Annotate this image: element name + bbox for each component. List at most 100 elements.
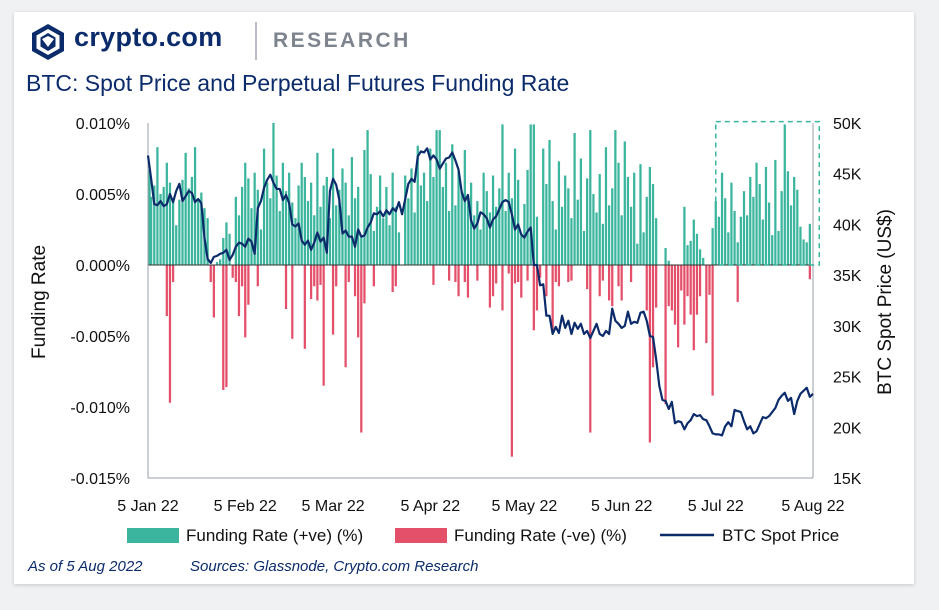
funding-bar-positive xyxy=(702,257,705,265)
funding-bar-positive xyxy=(338,189,341,265)
x-tick-label: 5 Aug 22 xyxy=(781,498,844,515)
funding-bar-positive xyxy=(165,162,168,265)
sources-note: Sources: Glassnode, Crypto.com Research xyxy=(190,558,479,575)
funding-bar-positive xyxy=(507,172,510,265)
bars-layer xyxy=(148,123,811,457)
funding-bar-positive xyxy=(783,124,786,265)
legend: Funding Rate (+ve) (%) Funding Rate (-ve… xyxy=(127,526,839,545)
funding-bar-negative xyxy=(736,265,739,302)
funding-bar-positive xyxy=(498,188,501,265)
funding-bar-positive xyxy=(247,178,250,265)
funding-bar-positive xyxy=(294,218,297,265)
section-label: RESEARCH xyxy=(273,29,411,52)
funding-bar-positive xyxy=(595,212,598,265)
funding-bar-positive xyxy=(479,229,482,265)
legend-label-price: BTC Spot Price xyxy=(722,526,839,545)
funding-bar-negative xyxy=(655,265,658,308)
funding-bar-negative xyxy=(353,265,357,297)
funding-bar-positive xyxy=(426,201,429,265)
funding-bar-positive xyxy=(366,130,369,265)
funding-bar-positive xyxy=(382,218,385,265)
funding-bar-negative xyxy=(629,265,633,283)
as-of-note: As of 5 Aug 2022 xyxy=(28,558,143,575)
funding-bar-negative xyxy=(344,265,347,368)
funding-bar-positive xyxy=(385,186,388,265)
y-left-tick-label: 0.000% xyxy=(76,258,130,275)
funding-bar-positive xyxy=(237,215,241,265)
funding-bar-negative xyxy=(335,265,338,287)
funding-bar-negative xyxy=(664,265,667,405)
y-right-tick-label: 50K xyxy=(833,116,862,133)
funding-bar-positive xyxy=(162,186,165,265)
funding-bar-negative xyxy=(538,265,542,278)
funding-bar-positive xyxy=(510,198,513,265)
funding-bar-positive xyxy=(542,148,545,265)
funding-bar-positive xyxy=(284,191,288,265)
funding-bar-positive xyxy=(388,225,391,265)
funding-bar-negative xyxy=(586,265,589,290)
funding-bar-positive xyxy=(683,206,686,265)
funding-bar-positive xyxy=(771,235,774,265)
funding-bar-positive xyxy=(363,149,366,265)
y-right-axis-label: BTC Spot Price (US$) xyxy=(875,209,896,395)
funding-bar-negative xyxy=(466,265,470,298)
funding-bar-positive xyxy=(375,206,379,265)
funding-bar-positive xyxy=(582,230,586,265)
legend-swatch-negative xyxy=(395,528,447,543)
x-tick-label: 5 Feb 22 xyxy=(214,498,277,515)
funding-bar-positive xyxy=(501,124,504,265)
funding-bar-positive xyxy=(579,158,583,265)
funding-bar-positive xyxy=(275,175,278,265)
funding-bar-negative xyxy=(488,265,492,308)
funding-bar-positive xyxy=(200,192,203,265)
funding-bar-positive xyxy=(422,172,426,265)
funding-bar-positive xyxy=(545,184,548,265)
funding-bar-positive xyxy=(322,185,325,265)
funding-bar-negative xyxy=(667,265,670,307)
funding-bar-positive xyxy=(438,130,441,265)
funding-bar-negative xyxy=(284,265,288,310)
x-tick-label: 5 Jan 22 xyxy=(117,498,178,515)
funding-bar-positive xyxy=(300,162,303,265)
funding-bar-positive xyxy=(551,201,554,265)
funding-bar-positive xyxy=(717,216,721,265)
chart: 0.010% 0.005% 0.000% -0.005% -0.010% -0.015% 5… xyxy=(29,116,896,545)
funding-bar-positive xyxy=(228,233,231,265)
funding-bar-positive xyxy=(557,161,561,265)
y-right-tick-label: 35K xyxy=(833,268,862,285)
funding-bar-negative xyxy=(711,265,714,396)
funding-bar-negative xyxy=(212,265,215,318)
funding-bar-positive xyxy=(309,182,313,265)
funding-bar-negative xyxy=(607,265,611,301)
funding-bar-positive xyxy=(799,226,802,265)
funding-bar-positive xyxy=(269,198,272,265)
funding-bar-positive xyxy=(592,194,595,265)
y-left-tick-label: -0.010% xyxy=(70,400,130,417)
funding-bar-positive xyxy=(350,157,354,265)
funding-bar-positive xyxy=(614,130,617,265)
funding-bar-negative xyxy=(168,265,172,403)
funding-bar-negative xyxy=(532,265,535,331)
funding-bar-positive xyxy=(353,198,357,265)
funding-bar-positive xyxy=(306,201,310,265)
funding-bar-negative xyxy=(692,265,695,351)
funding-bar-positive xyxy=(262,148,266,265)
funding-bar-positive xyxy=(517,179,520,265)
funding-bar-positive xyxy=(325,176,328,265)
funding-bar-positive xyxy=(774,159,777,265)
funding-bar-positive xyxy=(513,148,517,265)
funding-bar-positive xyxy=(171,198,175,265)
funding-bar-positive xyxy=(397,232,401,265)
funding-bar-negative xyxy=(454,265,457,283)
funding-bar-positive xyxy=(752,196,755,265)
funding-bar-negative xyxy=(676,265,680,348)
legend-swatch-positive xyxy=(127,528,179,543)
funding-bar-positive xyxy=(617,162,620,265)
funding-bar-positive xyxy=(767,202,771,265)
funding-bar-positive xyxy=(598,174,601,265)
funding-bar-negative xyxy=(316,265,319,301)
funding-bar-negative xyxy=(347,265,350,283)
funding-bar-positive xyxy=(567,188,570,265)
funding-bar-positive xyxy=(576,199,579,265)
crypto-com-logo-icon xyxy=(32,24,64,60)
